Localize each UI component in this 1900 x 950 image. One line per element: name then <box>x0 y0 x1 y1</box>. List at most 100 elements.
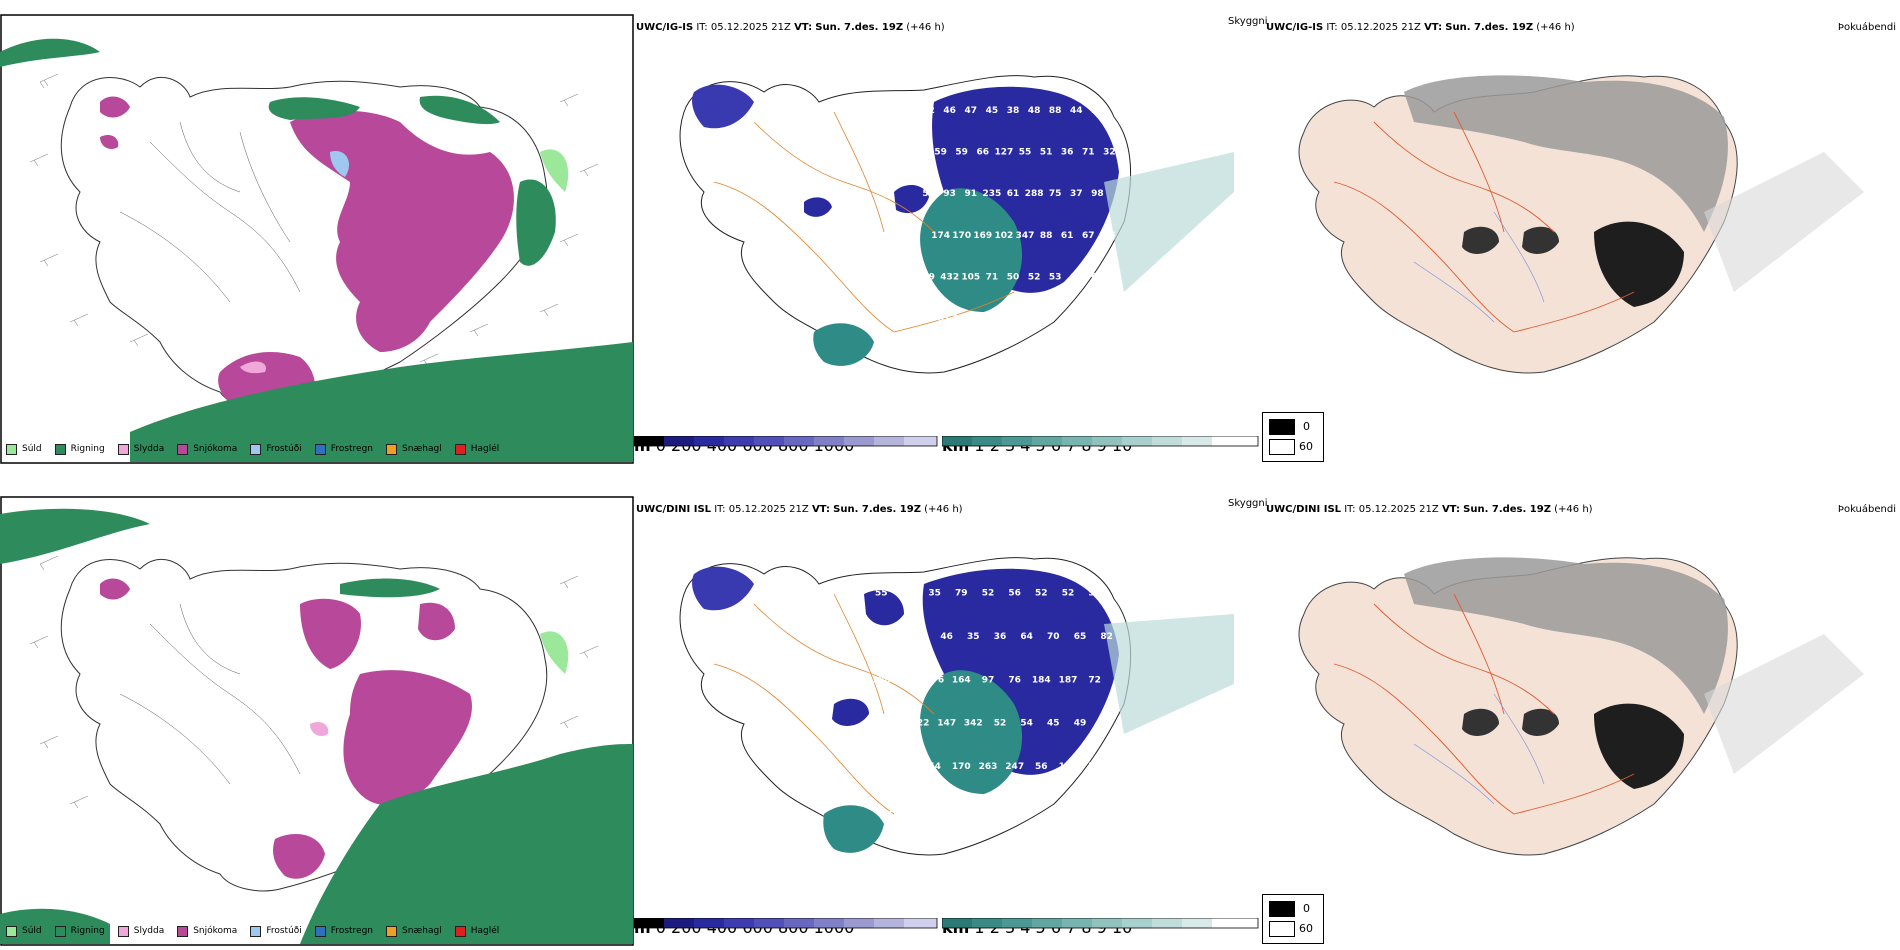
cloud-base-label: 32 <box>1103 148 1116 158</box>
cloud-base-label: 65 <box>1074 632 1087 642</box>
row1-fog-scale: 0 60 <box>1262 412 1324 462</box>
cloud-base-label: 36 <box>887 805 900 815</box>
cloud-base-label: 51 <box>1040 148 1053 158</box>
cloud-base-label: 61 <box>1061 231 1074 241</box>
cloud-base-label: 88 <box>1040 231 1053 241</box>
row1-fog-title: UWC/IG-IS IT: 05.12.2025 21Z VT: Sun. 7.… <box>1266 22 1575 33</box>
row1-cloud-map: 62 46 47 45 38 48 88 44 55 59 59 66 127 55 51 36 71 32 57 9… <box>679 75 1234 374</box>
row2-fog-label: Þokuábendi <box>1837 504 1896 515</box>
cloud-base-label: 47 <box>965 106 978 116</box>
cloud-base-label: 50 <box>1007 273 1020 283</box>
cloud-base-label: 45 <box>1047 719 1060 729</box>
row1-cloud-label: Skyggni <box>1228 16 1268 27</box>
cloud-base-label: 56 <box>1035 762 1048 772</box>
cloud-base-label: 169 <box>973 231 992 241</box>
cloud-base-label: 51 <box>1088 589 1101 599</box>
cloud-base-label: 37 <box>1070 189 1083 199</box>
cloud-base-label: 66 <box>977 148 990 158</box>
legend-item-frostregn: Frostregn <box>314 925 373 937</box>
cloud-base-label: 70 <box>1047 632 1060 642</box>
legend-item-frostudi: Frostúði <box>250 443 302 455</box>
cloud-base-label: 46 <box>902 589 915 599</box>
cloud-base-label: 55 <box>1019 148 1032 158</box>
cloud-base-label: 52 <box>1035 589 1048 599</box>
cloud-base-label: 76 <box>1088 762 1101 772</box>
cloud-base-label: 235 <box>983 189 1002 199</box>
row2-colorbar-km: km 1 2 3 4 5 6 7 8 9 10 <box>942 918 1260 948</box>
row1-legend: Súld Rigning Slydda Snjókoma Frostúði Fr… <box>6 440 512 458</box>
row2-colorbar-m: m 0 200 400 600 800 1000 <box>634 918 939 948</box>
legend-item-rigning: Rigning <box>54 925 105 937</box>
cloud-base-label: 93 <box>943 189 956 199</box>
cloud-base-label: 46 <box>943 106 956 116</box>
fog-scale-tick: 0 <box>1303 902 1310 915</box>
cloud-base-label: 176 <box>925 675 944 685</box>
cloud-base-label: 67 <box>1082 231 1095 241</box>
cloud-base-label: 187 <box>1059 675 1078 685</box>
cloud-base-label: 54 <box>1020 719 1033 729</box>
row2-fog-map <box>1298 557 1864 856</box>
cloud-base-label: 71 <box>1082 148 1095 158</box>
cloud-base-label: 49 <box>922 273 935 283</box>
cloud-base-label: 52 <box>1028 273 1041 283</box>
legend-item-frostregn: Frostregn <box>314 443 373 455</box>
legend-item-hagle: Haglél <box>454 925 499 937</box>
cloud-base-label: 188 <box>872 675 891 685</box>
row2-cloud-map: 55 46 35 79 52 56 52 52 51 58 51 46 35 36 64 70 65 82 188 6… <box>679 557 1234 856</box>
row2-legend: Súld Rigning Slydda Snjókoma Frostúði Fr… <box>6 922 512 940</box>
row2-fog-title: UWC/DINI ISL IT: 05.12.2025 21Z VT: Sun.… <box>1266 504 1593 515</box>
cloud-base-label: 122 <box>911 719 930 729</box>
cloud-base-label: 61 <box>1007 189 1020 199</box>
row2-fog-scale: 0 60 <box>1262 894 1324 944</box>
cloud-base-label: 52 <box>1062 589 1075 599</box>
cloud-base-label: 51 <box>914 632 927 642</box>
cloud-base-label: 38 <box>1007 106 1020 116</box>
legend-item-snaehagl: Snæhagl <box>386 925 442 937</box>
cloud-base-label: 52 <box>994 719 1007 729</box>
cloud-base-label: 46 <box>940 632 953 642</box>
cloud-base-label: 216 <box>884 719 903 729</box>
fog-scale-tick: 60 <box>1299 922 1313 935</box>
cloud-base-label: 57 <box>922 189 935 199</box>
cloud-base-label: 59 <box>955 148 968 158</box>
cloud-base-label: 35 <box>967 632 980 642</box>
cloud-base-label: 88 <box>1049 106 1062 116</box>
cloud-base-label: 44 <box>1070 106 1083 116</box>
legend-item-hagle: Haglél <box>454 443 499 455</box>
cloud-base-label: 64 <box>1020 632 1033 642</box>
legend-item-snaehagl: Snæhagl <box>386 443 442 455</box>
fog-scale-tick: 0 <box>1303 420 1310 433</box>
cloud-base-label: 104 <box>1059 762 1078 772</box>
legend-item-snjokoma: Snjókoma <box>177 925 237 937</box>
cloud-base-label: 92 <box>1100 719 1113 729</box>
cloud-base-label: 36 <box>1103 231 1116 241</box>
legend-item-slydda: Slydda <box>117 443 164 455</box>
cloud-base-label: 55 <box>875 589 888 599</box>
cloud-base-label: 263 <box>979 762 998 772</box>
cloud-base-label: 49 <box>1074 719 1087 729</box>
cloud-base-label: 56 <box>1008 589 1021 599</box>
cloud-base-label: 222 <box>952 314 971 324</box>
cloud-base-label: 453 <box>872 762 891 772</box>
cloud-base-label: 45 <box>986 106 999 116</box>
row1-colorbar-km: km 1 2 3 4 5 6 7 8 9 10 <box>942 436 1260 466</box>
cloud-base-label: 79 <box>955 589 968 599</box>
cloud-base-label: 432 <box>940 273 959 283</box>
cloud-base-label: 64 <box>1091 273 1104 283</box>
fog-scale-tick: 60 <box>1299 440 1313 453</box>
row2-cloud-title: UWC/DINI ISL IT: 05.12.2025 21Z VT: Sun.… <box>636 504 963 515</box>
cloud-base-label: 164 <box>952 675 971 685</box>
row2-cloud-label: Skyggni <box>1228 498 1268 509</box>
cloud-base-label: 347 <box>1016 231 1035 241</box>
row2-precip-map <box>0 496 634 946</box>
cloud-base-label: 79 <box>902 762 915 772</box>
cloud-base-label: 147 <box>937 719 956 729</box>
cloud-base-label: 127 <box>995 148 1014 158</box>
cloud-base-label: 184 <box>1032 675 1051 685</box>
legend-item-slydda: Slydda <box>117 925 164 937</box>
row1-precip-panel: UWC/IG-IS IT: 05.12.2025 21Z VT: Sun. 7.… <box>0 12 634 464</box>
row1-cloud-title: UWC/IG-IS IT: 05.12.2025 21Z VT: Sun. 7.… <box>636 22 945 33</box>
cloud-base-label: 226 <box>973 314 992 324</box>
row1-cloud-panel: UWC/IG-IS IT: 05.12.2025 21Z VT: Sun. 7.… <box>634 12 1268 466</box>
cloud-base-label: 36 <box>994 632 1007 642</box>
